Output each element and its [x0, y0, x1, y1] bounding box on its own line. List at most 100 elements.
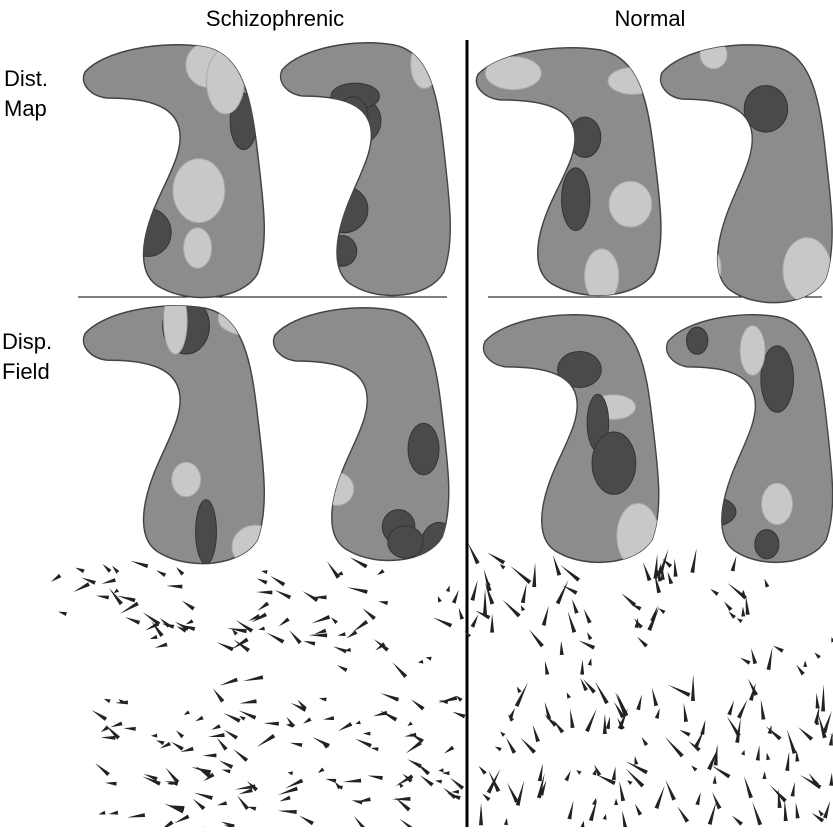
displacement-arrow [443, 788, 456, 799]
displacement-arrow [399, 819, 415, 827]
displacement-arrow [380, 710, 398, 721]
displacement-arrow [756, 745, 760, 760]
displacement-arrow [279, 796, 290, 802]
displacement-arrow [668, 685, 691, 697]
displacement-arrow [768, 725, 772, 734]
displacement-arrow [655, 708, 660, 719]
displacement-arrow [151, 734, 157, 738]
displacement-arrow [338, 722, 352, 731]
displacement-arrow [438, 596, 442, 602]
column-header: Normal [615, 6, 686, 31]
displacement-arrow [203, 753, 217, 757]
displacement-arrow [156, 740, 164, 745]
displacement-arrow [691, 765, 697, 771]
row-label: Field [2, 359, 50, 384]
displacement-arrow [533, 725, 540, 742]
light-patch [218, 302, 269, 335]
displacement-arrow [114, 589, 119, 594]
dark-patch [408, 423, 439, 474]
displacement-arrow [112, 566, 119, 574]
displacement-arrow [643, 562, 651, 581]
displacement-arrow [495, 747, 502, 752]
displacement-arrow [482, 793, 490, 801]
displacement-arrow [814, 652, 820, 658]
displacement-arrow [619, 781, 625, 801]
displacement-arrow [479, 803, 483, 825]
displacement-arrow [647, 606, 659, 631]
displacement-arrow [504, 818, 508, 825]
displacement-arrow [746, 595, 750, 615]
displacement-arrow [603, 814, 607, 820]
displacement-arrow [621, 593, 636, 606]
dark-patch [686, 497, 736, 527]
displacement-arrow [162, 624, 175, 629]
displacement-arrow [529, 629, 544, 647]
displacement-arrow [343, 779, 362, 783]
displacement-arrow [545, 702, 552, 719]
displacement-arrow [567, 801, 573, 820]
displacement-arrow [362, 608, 375, 620]
displacement-arrow [158, 821, 174, 827]
dark-patch [761, 346, 794, 412]
displacement-arrow [257, 734, 276, 747]
displacement-arrow [652, 688, 658, 707]
light-patch [674, 149, 712, 180]
light-patch [762, 483, 793, 524]
displacement-arrow [347, 587, 368, 594]
displacement-arrow [510, 566, 531, 584]
displacement-arrow [264, 722, 279, 726]
displacement-arrow [325, 779, 336, 783]
displacement-arrow [233, 749, 248, 762]
displacement-arrow [176, 731, 184, 739]
hippocampus-surface [83, 288, 278, 568]
dark-patch [558, 351, 602, 387]
row-label: Map [4, 96, 47, 121]
row-label: Dist. [4, 66, 48, 91]
displacement-arrow [258, 626, 265, 630]
displacement-arrow [728, 611, 736, 619]
displacement-arrow [556, 580, 569, 604]
displacement-arrow [248, 807, 257, 811]
displacement-arrow [509, 708, 515, 719]
displacement-arrow [741, 590, 745, 596]
displacement-arrow [290, 743, 303, 747]
displacement-arrow [279, 617, 290, 626]
light-patch [304, 447, 328, 493]
displacement-arrow [470, 580, 477, 601]
displacement-arrow [665, 780, 676, 801]
displacement-arrow [545, 661, 549, 675]
displacement-arrow [572, 599, 579, 614]
displacement-arrow [711, 765, 730, 778]
column-header: Schizophrenic [206, 6, 344, 31]
displacement-arrow [438, 768, 443, 772]
displacement-arrow [336, 786, 343, 790]
displacement-arrow [595, 682, 609, 705]
displacement-arrow [155, 642, 168, 647]
displacement-arrow [452, 712, 465, 719]
displacement-arrow [762, 771, 766, 779]
displacement-arrow [563, 585, 578, 594]
displacement-arrow [303, 717, 312, 723]
displacement-arrow [567, 693, 571, 699]
displacement-arrow [603, 714, 607, 734]
displacement-arrow [426, 657, 432, 661]
light-patch [320, 473, 353, 506]
displacement-arrow [257, 578, 268, 584]
displacement-arrow [392, 662, 407, 678]
displacement-arrow [766, 753, 770, 761]
light-patch [502, 454, 539, 502]
displacement-arrow [392, 797, 410, 801]
displacement-arrow [761, 699, 766, 719]
displacement-arrow [248, 614, 260, 621]
hippocampus-surface [667, 315, 833, 563]
displacement-arrow [487, 553, 505, 565]
displacement-arrow [275, 590, 292, 599]
displacement-arrow [363, 732, 370, 736]
displacement-arrow [312, 737, 330, 748]
displacement-arrow [483, 589, 487, 615]
displacement-arrow [516, 780, 524, 806]
displacement-arrow [110, 722, 122, 728]
displacement-arrow [444, 746, 454, 754]
displacement-arrow [303, 591, 319, 602]
displacement-arrow [741, 606, 745, 616]
